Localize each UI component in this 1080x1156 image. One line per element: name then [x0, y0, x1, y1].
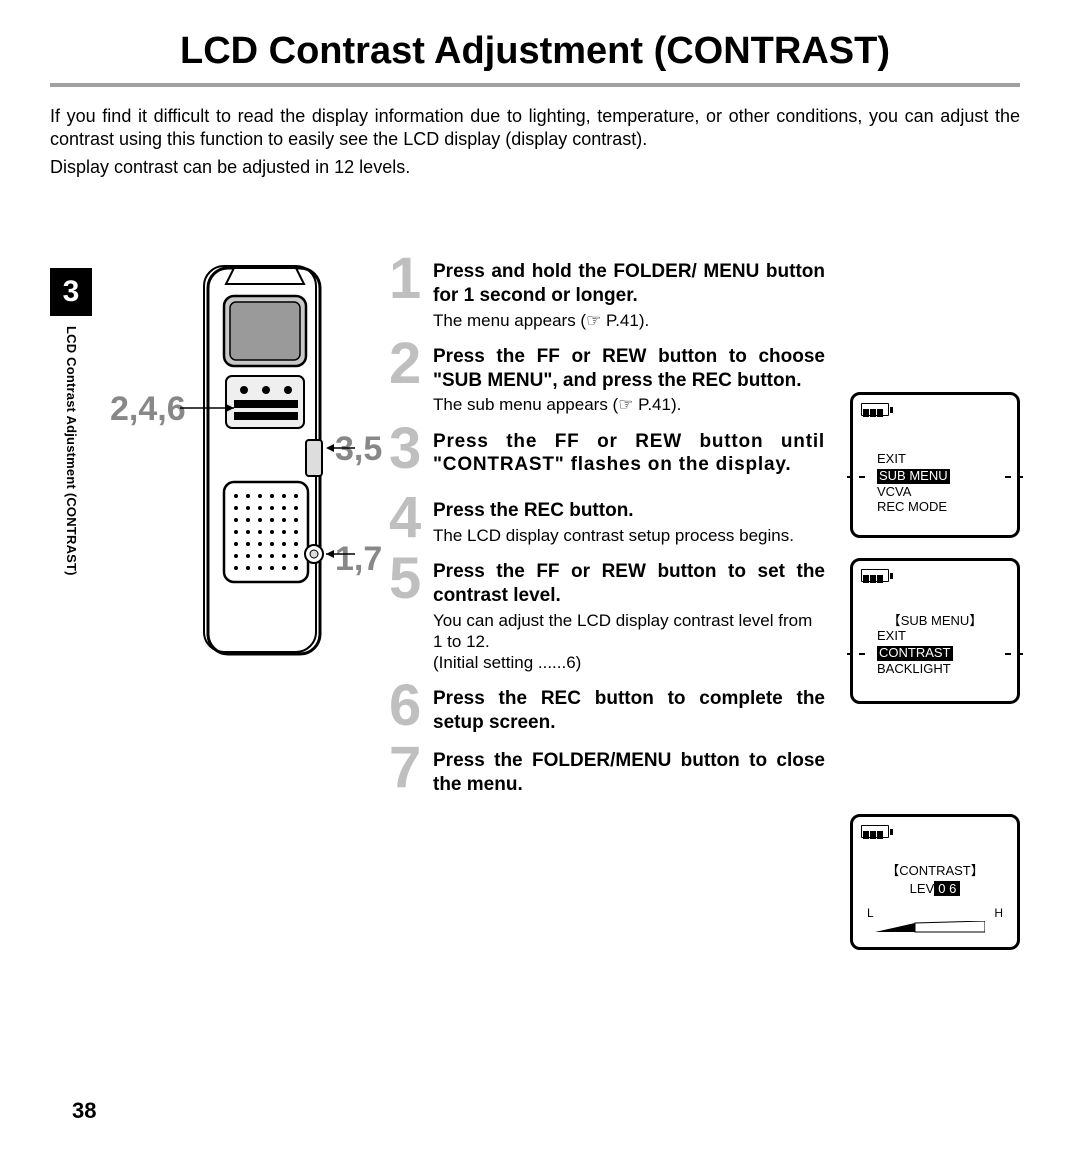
callout-246: 2,4,6	[110, 390, 186, 429]
step-7: 7 Press the FOLDER/MENU button to close …	[395, 749, 825, 797]
page-title: LCD Contrast Adjustment (CONTRAST)	[50, 30, 1020, 73]
step-number: 7	[389, 739, 421, 797]
steps-list: 1 Press and hold the FOLDER/ MENU button…	[395, 260, 825, 810]
step-body: The LCD display contrast setup process b…	[433, 525, 825, 546]
device-illustration-area: 2,4,6 3,5 1,7	[110, 260, 380, 680]
step-body: You can adjust the LCD display contrast …	[433, 610, 825, 674]
sidebar: 3 LCD Contrast Adjustment (CONTRAST)	[50, 268, 92, 576]
lcd-line: VCVA	[877, 485, 1009, 500]
title-rule	[50, 83, 1020, 87]
battery-icon	[861, 569, 889, 582]
sidebar-vertical-label: LCD Contrast Adjustment (CONTRAST)	[64, 326, 79, 576]
step-heading: Press the FF or REW button to set the co…	[433, 560, 825, 608]
step-4: 4 Press the REC button. The LCD display …	[395, 499, 825, 546]
page-number: 38	[72, 1098, 96, 1124]
step-number: 6	[389, 677, 421, 735]
step-number: 5	[389, 550, 421, 608]
lcd-line-highlight: SUB MENU	[877, 469, 950, 484]
lcd-header: CONTRAST	[861, 860, 1009, 879]
step-heading: Press the FF or REW button to choose "SU…	[433, 345, 825, 393]
step-heading: Press the REC button.	[433, 499, 825, 523]
step-1: 1 Press and hold the FOLDER/ MENU button…	[395, 260, 825, 331]
step-number: 1	[389, 250, 421, 308]
lcd-level-row: LEV0 6	[861, 881, 1009, 896]
step-6: 6 Press the REC button to complete the s…	[395, 687, 825, 735]
step-heading: Press and hold the FOLDER/ MENU button f…	[433, 260, 825, 308]
step-number: 2	[389, 335, 421, 393]
battery-icon	[861, 403, 889, 416]
lcd-column: EXIT SUB MENU VCVA REC MODE SUB MENU EXI…	[850, 392, 1020, 970]
intro-text-2: Display contrast can be adjusted in 12 l…	[50, 156, 1020, 179]
lcd-contrast: CONTRAST LEV0 6 LH	[850, 814, 1020, 950]
battery-icon	[861, 825, 889, 838]
step-body: The sub menu appears (☞ P.41).	[433, 394, 825, 415]
lcd-sub-menu: SUB MENU EXIT CONTRAST BACKLIGHT	[850, 558, 1020, 704]
lcd-line: BACKLIGHT	[877, 662, 1009, 677]
chapter-number: 3	[50, 268, 92, 316]
lcd-line: REC MODE	[877, 500, 1009, 515]
step-3: 3 Press the FF or REW button until "CONT…	[395, 430, 825, 478]
lcd-header: SUB MENU	[861, 610, 1009, 629]
lcd-main-menu: EXIT SUB MENU VCVA REC MODE	[850, 392, 1020, 538]
step-2: 2 Press the FF or REW button to choose "…	[395, 345, 825, 416]
step-heading: Press the FF or REW button until "CONTRA…	[433, 430, 825, 478]
lcd-lh-row: LH	[861, 906, 1009, 920]
device-icon	[180, 260, 355, 665]
step-number: 3	[389, 420, 421, 478]
lcd-line: EXIT	[877, 452, 1009, 467]
step-number: 4	[389, 489, 421, 547]
lcd-line-highlight: CONTRAST	[877, 646, 953, 661]
step-body: The menu appears (☞ P.41).	[433, 310, 825, 331]
lcd-line: EXIT	[877, 629, 1009, 644]
level-wedge-icon	[875, 921, 985, 933]
step-heading: Press the FOLDER/MENU button to close th…	[433, 749, 825, 797]
step-heading: Press the REC button to complete the set…	[433, 687, 825, 735]
intro-text: If you find it difficult to read the dis…	[50, 105, 1020, 152]
step-5: 5 Press the FF or REW button to set the …	[395, 560, 825, 673]
